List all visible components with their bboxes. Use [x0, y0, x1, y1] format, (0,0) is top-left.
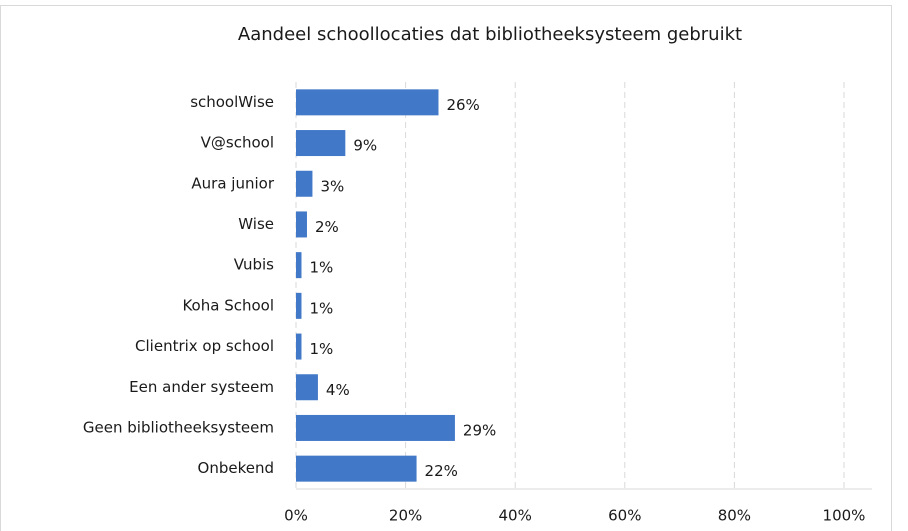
data-label: 1%: [309, 299, 333, 317]
y-tick-label: Wise: [238, 215, 274, 233]
bar: [296, 292, 302, 319]
x-tick-label: 40%: [499, 507, 532, 525]
data-label: 1%: [309, 259, 333, 277]
x-tick-label: 0%: [284, 507, 308, 525]
y-tick-label: Aura junior: [191, 174, 274, 192]
bar: [296, 455, 417, 482]
x-tick-label: 80%: [718, 507, 751, 525]
bar: [296, 333, 302, 360]
data-label: 9%: [353, 137, 377, 155]
bar: [296, 414, 455, 441]
data-label: 2%: [315, 218, 339, 236]
bar: [296, 252, 302, 279]
data-label: 22%: [425, 462, 458, 480]
data-label: 3%: [320, 177, 344, 195]
x-tick-label: 20%: [389, 507, 422, 525]
bar: [296, 130, 346, 157]
y-tick-label: V@school: [201, 134, 274, 152]
y-tick-label: schoolWise: [190, 93, 274, 111]
y-tick-label: Vubis: [234, 256, 274, 274]
data-label: 1%: [309, 340, 333, 358]
bar: [296, 211, 307, 238]
chart-frame: [0, 5, 892, 531]
chart-title: Aandeel schoollocaties dat bibliotheeksy…: [238, 24, 742, 45]
y-tick-label: Koha School: [182, 296, 274, 314]
data-label: 26%: [446, 96, 479, 114]
bar: [296, 374, 318, 401]
data-label: 29%: [463, 421, 496, 439]
y-tick-label: Geen bibliotheeksysteem: [83, 418, 274, 436]
data-label: 4%: [326, 381, 350, 399]
x-tick-label: 100%: [823, 507, 866, 525]
y-tick-label: Een ander systeem: [129, 378, 274, 396]
bar: [296, 170, 313, 197]
bar: [296, 89, 439, 116]
y-tick-label: Onbekend: [198, 459, 274, 477]
x-tick-label: 60%: [608, 507, 641, 525]
y-tick-label: Clientrix op school: [135, 337, 274, 355]
